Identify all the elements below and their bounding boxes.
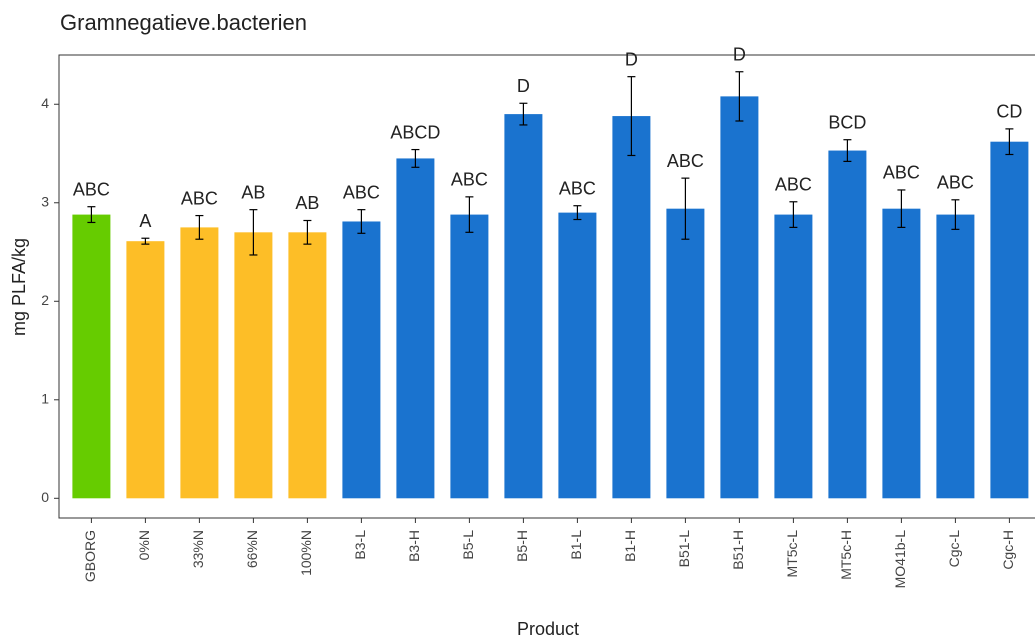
x-tick-label: 33%N — [190, 530, 206, 568]
bar — [234, 232, 273, 499]
x-tick-label: 0%N — [136, 530, 152, 560]
annotation: ABC — [883, 163, 920, 183]
annotation: ABC — [937, 173, 974, 193]
y-tick-label: 2 — [41, 292, 49, 308]
x-tick-label: GBORG — [82, 530, 98, 582]
bar — [936, 214, 975, 499]
annotation: BCD — [828, 112, 866, 132]
x-tick-label: B1-L — [568, 530, 584, 560]
bar — [558, 212, 597, 499]
bar — [828, 150, 867, 499]
annotation: D — [625, 49, 638, 69]
annotation: ABC — [667, 151, 704, 171]
x-tick-label: Cgc-H — [1000, 530, 1016, 570]
bar — [612, 116, 651, 499]
bar — [504, 114, 543, 499]
x-tick-label: B3-L — [352, 530, 368, 560]
bar — [666, 208, 705, 499]
x-tick-label: B3-H — [406, 530, 422, 562]
panel-border — [58, 54, 1035, 519]
annotation: ABC — [181, 188, 218, 208]
x-tick-label: MT5c-H — [838, 530, 854, 580]
x-tick-label: B5-L — [460, 530, 476, 560]
bar — [126, 241, 165, 499]
x-tick-label: B51-H — [730, 530, 746, 570]
annotation: CD — [996, 102, 1022, 122]
bar — [774, 214, 813, 499]
annotation: AB — [295, 193, 319, 213]
annotation: ABC — [73, 179, 110, 199]
annotation: ABCD — [390, 122, 440, 142]
bar — [180, 227, 219, 499]
x-axis-title: Product — [517, 619, 579, 639]
y-tick-label: 3 — [41, 193, 49, 209]
annotation: ABC — [343, 182, 380, 202]
y-axis-title: mg PLFA/kg — [9, 238, 29, 336]
annotation: ABC — [451, 170, 488, 190]
annotation: ABC — [775, 175, 812, 195]
x-tick-label: B5-H — [514, 530, 530, 562]
bar — [990, 141, 1029, 499]
x-tick-label: B51-L — [676, 530, 692, 568]
y-tick-label: 1 — [41, 390, 49, 406]
x-tick-label: B1-H — [622, 530, 638, 562]
bar — [72, 214, 111, 499]
annotation: A — [139, 211, 151, 231]
chart-title: Gramnegatieve.bacterien — [60, 10, 307, 35]
x-tick-label: 66%N — [244, 530, 260, 568]
x-tick-label: Cgc-L — [946, 530, 962, 568]
bar — [720, 96, 759, 499]
annotation: D — [733, 44, 746, 64]
bar — [396, 158, 435, 499]
bar — [450, 214, 489, 499]
annotation: D — [517, 76, 530, 96]
x-tick-label: 100%N — [298, 530, 314, 576]
bar — [882, 208, 921, 499]
annotation: ABC — [559, 178, 596, 198]
x-tick-label: MO41b-L — [892, 530, 908, 589]
bar — [342, 221, 381, 499]
y-tick-label: 4 — [41, 95, 49, 111]
y-tick-label: 0 — [41, 489, 49, 505]
x-tick-label: MT5c-L — [784, 530, 800, 578]
annotation: AB — [241, 182, 265, 202]
bar — [288, 232, 327, 499]
